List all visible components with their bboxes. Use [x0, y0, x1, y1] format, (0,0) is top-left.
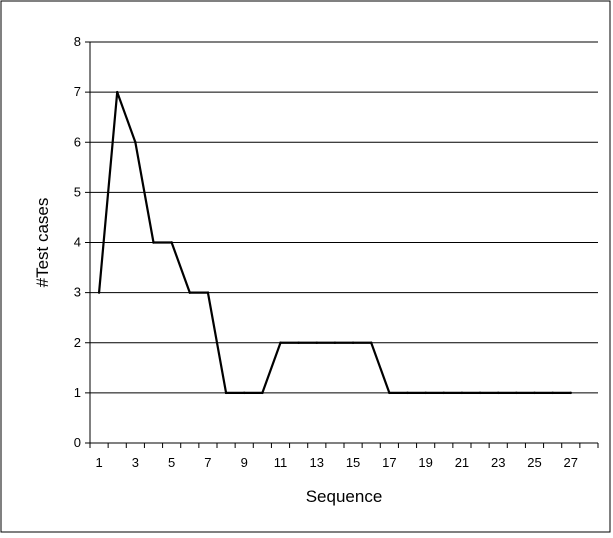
series-layer — [97, 90, 572, 395]
x-tick-label: 17 — [382, 455, 396, 470]
y-tick-label: 1 — [74, 385, 81, 400]
x-tick-label: 5 — [168, 455, 175, 470]
y-axis-title: #Test cases — [33, 198, 52, 288]
data-point — [533, 391, 536, 395]
x-tick-label: 11 — [274, 455, 288, 470]
x-tick-label: 25 — [527, 455, 541, 470]
data-point — [188, 291, 191, 294]
y-tick-label: 3 — [74, 285, 81, 300]
data-point — [515, 391, 518, 395]
x-tick-label: 3 — [132, 455, 139, 470]
data-point — [406, 391, 409, 395]
data-point — [388, 391, 391, 395]
x-tick-label: 7 — [204, 455, 211, 470]
data-point — [116, 90, 119, 94]
y-tick-label: 6 — [74, 134, 81, 149]
data-point — [206, 291, 210, 294]
data-point — [351, 341, 355, 344]
data-point — [497, 391, 500, 395]
x-tick-label: 21 — [455, 455, 469, 470]
data-point — [279, 341, 282, 344]
x-tick-label: 9 — [241, 455, 248, 470]
y-tick-label: 7 — [74, 84, 81, 99]
x-tick-label: 15 — [346, 455, 360, 470]
x-tick-label: 13 — [310, 455, 324, 470]
data-point — [297, 341, 300, 344]
data-point — [460, 391, 464, 395]
x-axis-title: Sequence — [306, 487, 383, 506]
data-point — [442, 391, 445, 395]
x-tick-label: 1 — [95, 455, 102, 470]
y-tick-label: 4 — [74, 235, 81, 250]
data-point — [333, 341, 337, 344]
data-point — [170, 241, 173, 244]
x-tick-label: 19 — [418, 455, 432, 470]
data-point — [551, 391, 554, 395]
data-point — [569, 391, 572, 395]
y-tick-label: 0 — [74, 435, 81, 450]
data-point — [243, 391, 246, 395]
x-tick-label: 27 — [564, 455, 578, 470]
data-point — [152, 241, 155, 244]
axes — [85, 41, 599, 448]
y-tick-label: 2 — [74, 335, 81, 350]
data-point — [261, 391, 264, 395]
y-tick-label: 8 — [74, 34, 81, 49]
data-point — [370, 341, 373, 344]
x-tick-label: 23 — [491, 455, 505, 470]
y-tick-label: 5 — [74, 184, 81, 199]
gridlines — [90, 41, 598, 394]
data-point — [224, 391, 228, 395]
data-point — [134, 141, 137, 144]
data-point — [315, 341, 318, 344]
data-point — [424, 391, 427, 395]
data-point — [478, 391, 482, 395]
data-point — [97, 291, 101, 294]
